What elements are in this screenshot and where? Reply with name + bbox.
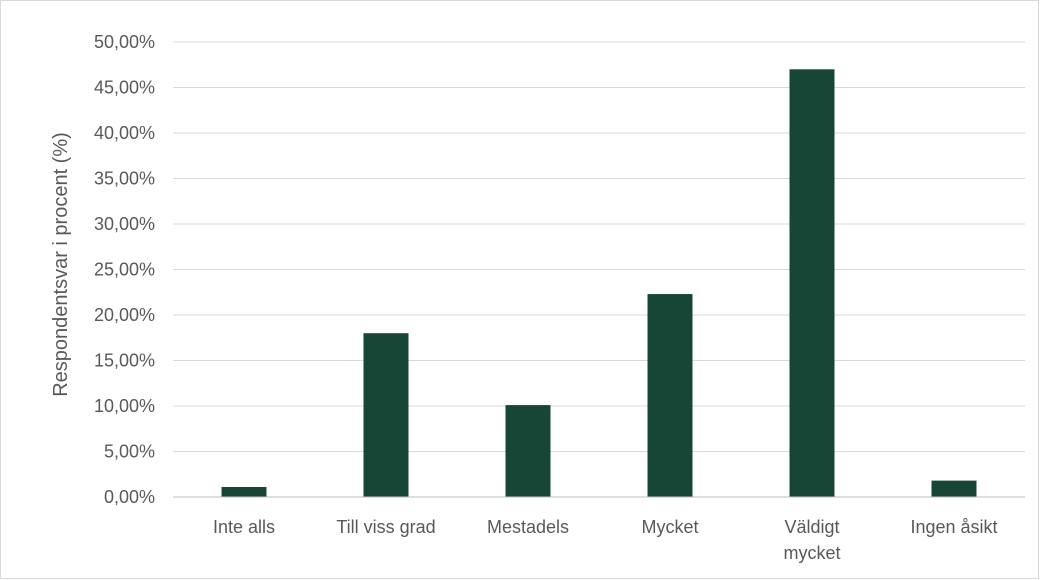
x-tick-label: Till viss grad [336, 517, 435, 537]
y-tick-label: 15,00% [94, 351, 155, 371]
bar [789, 69, 835, 498]
bar [363, 333, 409, 497]
bar [647, 294, 693, 497]
y-tick-label: 35,00% [94, 169, 155, 189]
x-tick-label: mycket [783, 543, 840, 563]
x-tick-label: Mycket [641, 517, 698, 537]
bars [221, 69, 977, 498]
bar [505, 405, 551, 497]
y-tick-label: 25,00% [94, 260, 155, 280]
y-tick-label: 10,00% [94, 396, 155, 416]
y-tick-label: 50,00% [94, 32, 155, 52]
y-tick-label: 30,00% [94, 214, 155, 234]
bar [221, 486, 267, 497]
x-axis-ticks: Inte alls Till viss grad Mestadels Mycket Vä… [213, 517, 998, 563]
x-tick-label: Ingen åsikt [910, 517, 997, 537]
y-tick-label: 0,00% [104, 487, 155, 507]
gridlines [173, 41, 1025, 452]
x-tick-label: Väldigt [784, 517, 839, 537]
x-tick-label: Inte alls [213, 517, 275, 537]
y-tick-label: 45,00% [94, 78, 155, 98]
y-tick-label: 5,00% [104, 442, 155, 462]
y-tick-label: 40,00% [94, 123, 155, 143]
bar [931, 480, 977, 497]
y-axis-title: Respondentsvar i procent (%) [50, 132, 72, 397]
x-tick-label: Mestadels [487, 517, 569, 537]
y-tick-label: 20,00% [94, 305, 155, 325]
y-axis-ticks: 0,00% 5,00% 10,00% 15,00% 20,00% 25,00% 30,00%… [94, 32, 155, 507]
